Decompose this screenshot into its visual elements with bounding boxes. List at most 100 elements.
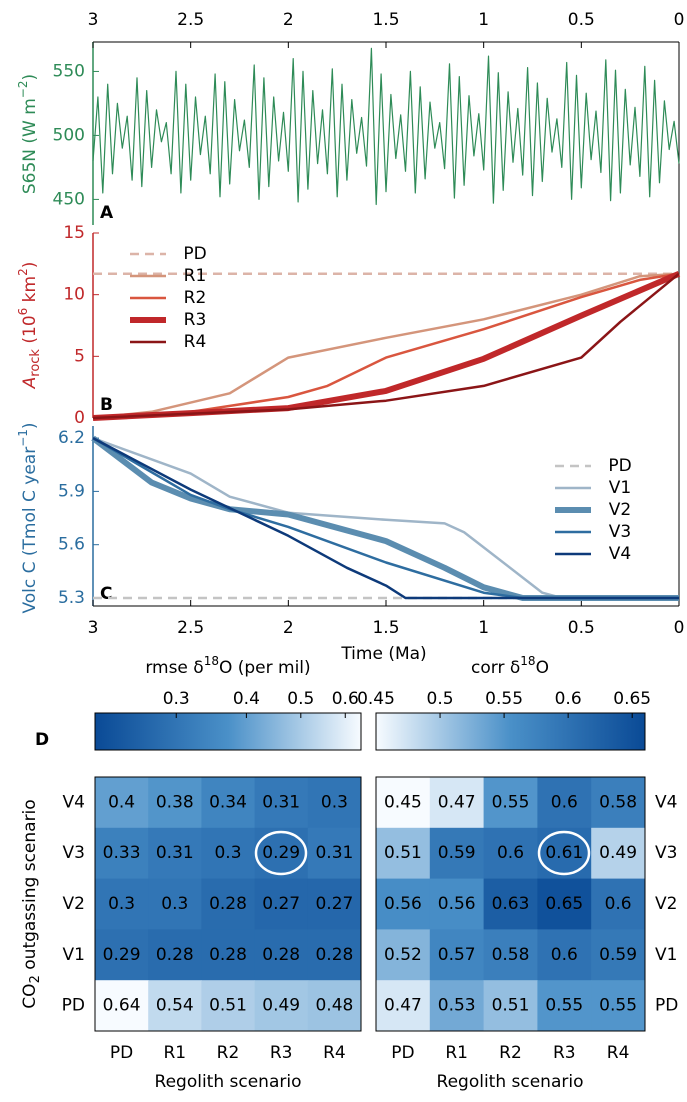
cell-label: 0.31: [156, 843, 194, 863]
cell-label: 0.3: [321, 792, 348, 812]
heatmap-cell: [95, 878, 149, 930]
colorbar-title: rmse δ18O (per mil): [145, 654, 310, 679]
x-tick-label: R3: [553, 1043, 576, 1063]
label-part: outgassing scenario: [20, 799, 40, 975]
heatmap-cell: [254, 929, 309, 981]
x-tick-label: 0: [674, 618, 685, 638]
x-tick-label: 0: [674, 10, 685, 30]
x-tick-label: R1: [445, 1043, 468, 1063]
label-part: rock: [28, 349, 43, 377]
legend-label: V4: [609, 544, 631, 564]
label-part: −1: [16, 429, 30, 447]
panel-label: A: [100, 203, 114, 223]
x-tick-label: R2: [499, 1043, 522, 1063]
cell-label: 0.55: [492, 792, 530, 812]
series-line: [92, 437, 679, 600]
legend-label: R4: [184, 332, 207, 352]
y-tick-label: V2: [655, 894, 677, 914]
legend-label: PD: [608, 456, 631, 476]
x-tick-label: PD: [110, 1043, 133, 1063]
cell-label: 0.56: [438, 894, 476, 914]
x-tick-label: 1.5: [372, 618, 399, 638]
x-tick-label: 2: [283, 618, 294, 638]
cell-label: 0.3: [161, 894, 188, 914]
cell-label: 0.47: [438, 792, 476, 812]
cell-label: 0.65: [545, 894, 583, 914]
colorbar: [375, 712, 646, 751]
label-part: 18: [520, 654, 535, 668]
x-tick-label: 2.5: [177, 618, 204, 638]
heatmap-cell: [429, 980, 485, 1032]
y-tick-label: 550: [53, 61, 85, 81]
label-part: 18: [204, 654, 219, 668]
cell-label: 0.47: [384, 996, 422, 1016]
x-tick-label: 3: [88, 10, 99, 30]
x-tick-label: 0.5: [568, 10, 595, 30]
y-tick-label: 10: [63, 285, 85, 305]
panel-label: B: [100, 395, 113, 415]
label-part: 6: [16, 308, 30, 316]
colorbar-title: corr δ18O: [471, 654, 549, 679]
colorbar: [94, 712, 362, 751]
x-tick-label: R4: [607, 1043, 630, 1063]
cell-label: 0.28: [209, 945, 247, 965]
cell-label: 0.63: [492, 894, 530, 914]
x-tick-label: R3: [270, 1043, 293, 1063]
heatmap-cell: [201, 878, 256, 930]
series-line: [92, 272, 680, 420]
series-line: [92, 436, 679, 600]
heatmap-cell: [95, 929, 149, 981]
y-axis-label: S65N (W m−2): [16, 74, 41, 194]
label-part: S65N (W m: [20, 98, 40, 194]
heatmap-cell: [376, 878, 431, 930]
cell-label: 0.33: [103, 843, 141, 863]
x-tick-label: R4: [323, 1043, 346, 1063]
x-tick-label: 1: [478, 618, 489, 638]
heatmap-frame: [94, 776, 362, 1032]
label-part: A: [20, 377, 40, 390]
legend-label: PD: [183, 244, 206, 264]
heatmap-frame: [375, 776, 646, 1032]
cell-label: 0.3: [108, 894, 135, 914]
heatmap-cell: [591, 777, 646, 829]
heatmap-cell: [254, 878, 309, 930]
cell-label: 0.55: [545, 996, 583, 1016]
y-tick-label: 15: [63, 223, 85, 243]
heatmap-cell: [95, 827, 149, 880]
heatmap-cell: [201, 929, 256, 981]
heatmap-cell: [537, 827, 592, 880]
cell-label: 0.58: [599, 792, 637, 812]
label-part: −2: [16, 80, 30, 98]
y-tick-label: 5.3: [58, 588, 85, 608]
heatmap-cell: [537, 878, 592, 930]
heatmap-cell: [148, 827, 202, 880]
cell-label: 0.6: [551, 945, 578, 965]
cell-label: 0.4: [108, 792, 135, 812]
x-axis-label: Regolith scenario: [437, 1072, 584, 1092]
cell-label: 0.51: [492, 996, 530, 1016]
label-part: 2: [28, 975, 43, 983]
colorbar-tick-label: 0.3: [163, 689, 190, 709]
heatmap-cell: [201, 980, 256, 1032]
colorbar-tick-label: 0.5: [287, 689, 314, 709]
cell-label: 0.28: [262, 945, 300, 965]
label-part: O: [536, 658, 549, 678]
legend-label: R2: [184, 288, 207, 308]
heatmap-cell: [537, 777, 592, 829]
heatmap-cell: [148, 878, 202, 930]
label-part: corr δ: [471, 658, 520, 678]
heatmap-cell: [537, 980, 592, 1032]
x-tick-label: 1.5: [372, 10, 399, 30]
y-tick-label: V3: [63, 843, 85, 863]
heatmap-cell: [307, 980, 362, 1032]
y-tick-label: V4: [655, 792, 677, 812]
highlight: [254, 830, 308, 876]
y-axis-label: Arock (106 km2): [16, 262, 43, 390]
y-tick-label: V4: [63, 792, 85, 812]
heatmap-cell: [201, 827, 256, 880]
cell-label: 0.28: [156, 945, 194, 965]
cell-label: 0.53: [438, 996, 476, 1016]
cell-label: 0.64: [103, 996, 141, 1016]
